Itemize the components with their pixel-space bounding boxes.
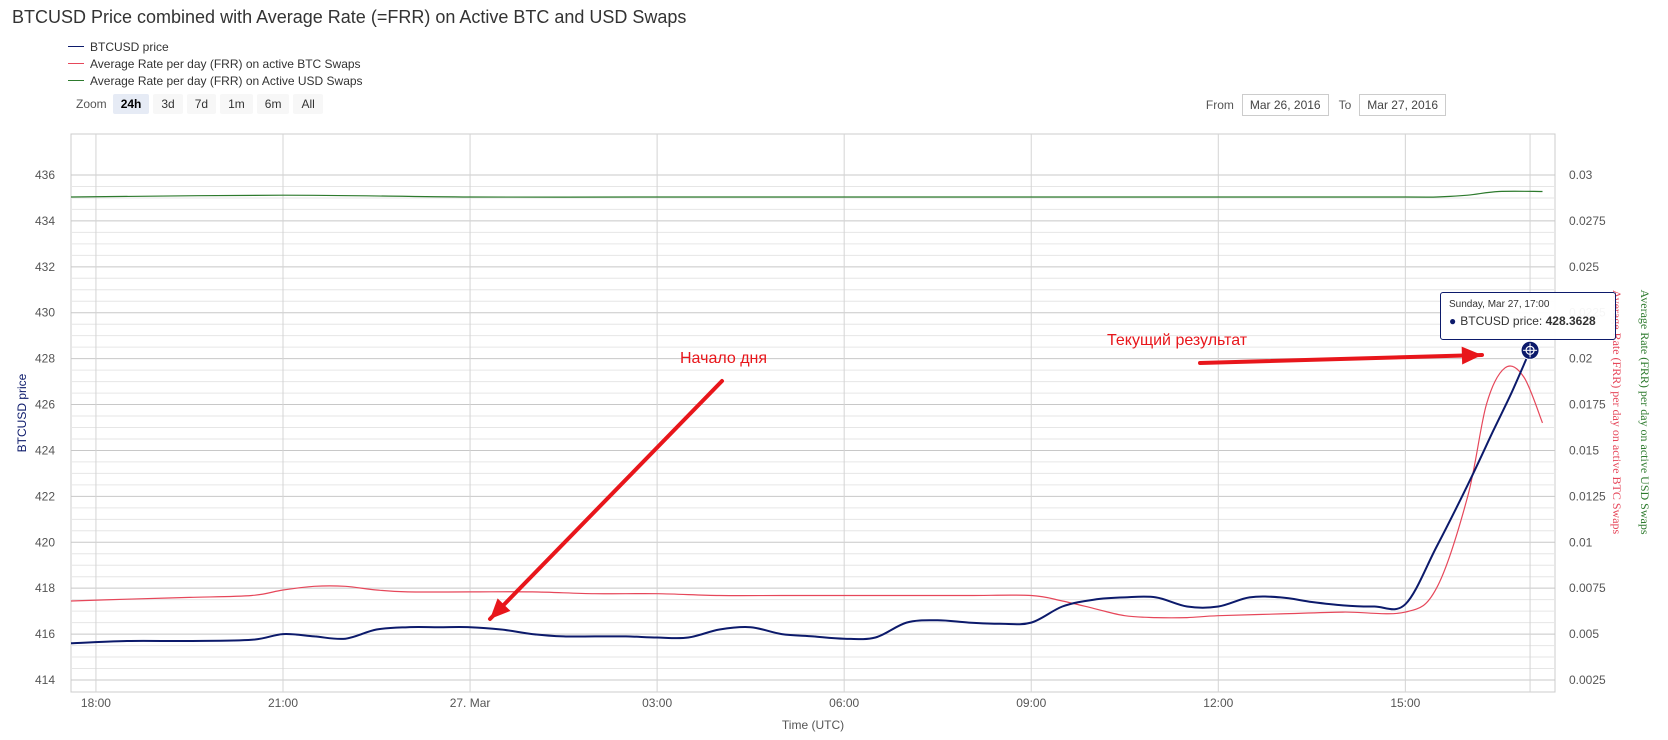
y-left-tick-label: 424: [35, 443, 55, 457]
y-left-tick-label: 422: [35, 489, 55, 503]
zoom-button-1m[interactable]: 1m: [220, 94, 253, 114]
zoom-button-6m[interactable]: 6m: [256, 94, 290, 114]
y-right-tick-label: 0.0025: [1569, 673, 1606, 687]
chart-title: BTCUSD Price combined with Average Rate …: [12, 7, 687, 27]
chart-legend: BTCUSD price Average Rate per day (FRR) …: [68, 38, 363, 89]
tooltip-date: Sunday, Mar 27, 17:00: [1449, 299, 1550, 310]
legend-label: BTCUSD price: [90, 39, 169, 54]
y-right-tick-label: 0.01: [1569, 535, 1593, 549]
y-left-tick-label: 414: [35, 673, 55, 687]
x-tick-label: 21:00: [268, 696, 298, 710]
y-left-tick-label: 416: [35, 627, 55, 641]
legend-item-btc-swaps[interactable]: Average Rate per day (FRR) on active BTC…: [68, 55, 363, 72]
y-right-tick-label: 0.025: [1569, 260, 1599, 274]
y-right-axis-title: Average Rate (FRR) per day on active BTC…: [1610, 290, 1624, 535]
x-tick-label: 09:00: [1016, 696, 1046, 710]
tooltip-series-label: BTCUSD price:: [1460, 314, 1543, 328]
y-left-tick-label: 430: [35, 306, 55, 320]
y-right-tick-label: 0.0275: [1569, 214, 1606, 228]
chart-tooltip: Sunday, Mar 27, 17:00 ● BTCUSD price: 428…: [1440, 292, 1616, 340]
arrow-day-start-head: [490, 598, 511, 619]
zoom-label: Zoom: [76, 97, 107, 111]
plot-frame: [70, 133, 1556, 693]
legend-swatch: [68, 63, 84, 64]
series-line-btc-swaps: [70, 365, 1544, 619]
x-tick-label: 27. Mar: [450, 696, 491, 710]
x-axis-title: Time (UTC): [782, 718, 844, 732]
from-label: From: [1205, 98, 1234, 112]
zoom-button-3d[interactable]: 3d: [153, 94, 183, 114]
zoom-bar: Zoom 24h 3d 7d 1m 6m All: [76, 94, 327, 114]
tooltip-row: ● BTCUSD price: 428.3628: [1449, 314, 1607, 328]
zoom-button-7d[interactable]: 7d: [186, 94, 217, 114]
series-dot-icon: ●: [1449, 314, 1457, 328]
arrow-day-start: [488, 379, 724, 621]
y-left-tick-label: 420: [35, 535, 55, 549]
x-tick-label: 12:00: [1203, 696, 1233, 710]
y-right-tick-label: 0.0125: [1569, 489, 1606, 503]
y-left-tick-label: 418: [35, 581, 55, 595]
zoom-button-24h[interactable]: 24h: [112, 94, 150, 114]
tooltip-value: 428.3628: [1545, 314, 1596, 328]
y-left-axis-title: BTCUSD price: [15, 373, 29, 452]
to-label: To: [1338, 98, 1352, 112]
y-right-tick-label: 0.005: [1569, 627, 1599, 641]
series-line-usd-swaps: [70, 190, 1543, 198]
annotation-current-result: Текущий результат: [1107, 332, 1248, 349]
y-right-tick-label: 0.0075: [1569, 581, 1606, 595]
arrow-current-result-head: [1461, 346, 1482, 365]
y-left-tick-label: 434: [35, 214, 55, 228]
legend-item-usd-swaps[interactable]: Average Rate per day (FRR) on Active USD…: [68, 72, 363, 89]
x-tick-label: 06:00: [829, 696, 859, 710]
x-tick-label: 18:00: [81, 696, 111, 710]
y-right-tick-label: 0.03: [1569, 168, 1593, 182]
legend-swatch: [68, 46, 84, 47]
series-line-btcusd: [70, 349, 1532, 645]
x-tick-label: 03:00: [642, 696, 672, 710]
y-right-tick-label: 0.0175: [1569, 398, 1606, 412]
to-date-input[interactable]: Mar 27, 2016: [1359, 94, 1446, 116]
date-range-selector: From Mar 26, 2016 To Mar 27, 2016: [1206, 94, 1456, 116]
annotation-day-start: Начало дня: [680, 350, 768, 367]
y-right-axis-title: Average Rate (FRR) per day on active USD…: [1638, 289, 1652, 534]
y-left-tick-label: 426: [35, 398, 55, 412]
legend-swatch: [68, 80, 84, 81]
y-right-tick-label: 0.02: [1569, 352, 1593, 366]
legend-item-btcusd[interactable]: BTCUSD price: [68, 38, 363, 55]
legend-label: Average Rate per day (FRR) on active BTC…: [90, 56, 361, 71]
zoom-button-all[interactable]: All: [293, 94, 323, 114]
y-left-tick-label: 432: [35, 260, 55, 274]
y-left-tick-label: 436: [35, 168, 55, 182]
y-right-tick-label: 0.015: [1569, 443, 1599, 457]
from-date-input[interactable]: Mar 26, 2016: [1241, 94, 1329, 116]
arrow-current-result: [1198, 353, 1484, 365]
y-left-tick-label: 428: [35, 352, 55, 366]
legend-label: Average Rate per day (FRR) on Active USD…: [90, 73, 363, 88]
x-tick-label: 15:00: [1390, 696, 1420, 710]
